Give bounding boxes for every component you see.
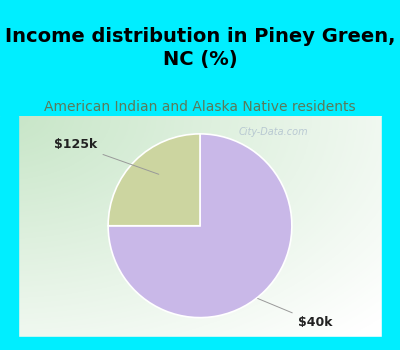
Bar: [0, 337, 400, 350]
Text: $125k: $125k: [54, 138, 159, 174]
Text: American Indian and Alaska Native residents: American Indian and Alaska Native reside…: [44, 100, 356, 114]
Text: City-Data.com: City-Data.com: [239, 127, 308, 136]
Wedge shape: [108, 134, 292, 317]
Bar: [0, 116, 18, 350]
Text: $40k: $40k: [258, 299, 332, 329]
Wedge shape: [108, 134, 200, 226]
Text: Income distribution in Piney Green,
NC (%): Income distribution in Piney Green, NC (…: [5, 27, 395, 69]
Bar: [382, 116, 400, 350]
